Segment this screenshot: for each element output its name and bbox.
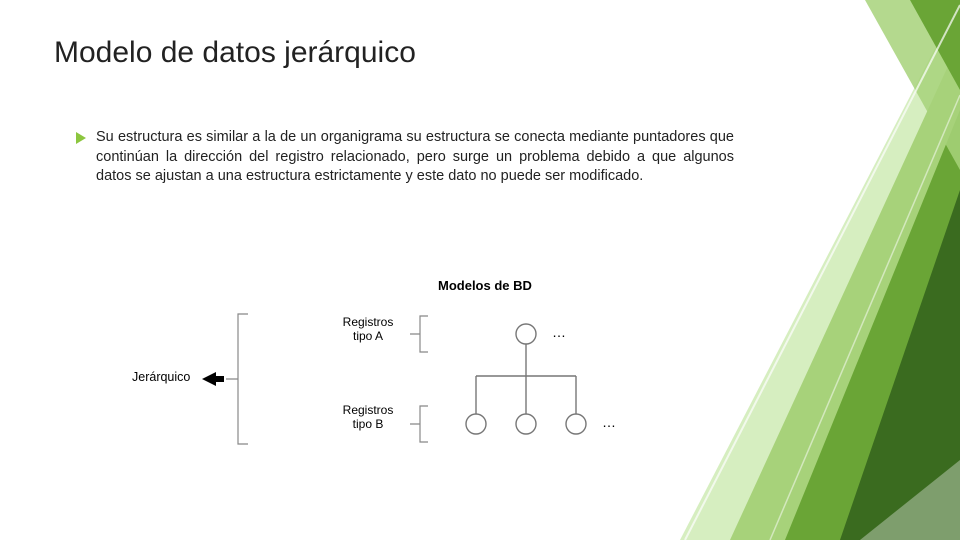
slide-title: Modelo de datos jerárquico [54, 36, 416, 70]
bullet-icon [74, 132, 86, 144]
diagram-container: Modelos de BD Jerárquico Registros tipo … [128, 276, 688, 466]
tree-node-child [516, 414, 536, 434]
bullet-text: Su estructura es similar a la de un orga… [96, 128, 734, 187]
tree-node-child [566, 414, 586, 434]
tree-diagram [128, 276, 688, 466]
slide: Modelo de datos jerárquico Su estructura… [0, 0, 960, 540]
bullet-item: Su estructura es similar a la de un orga… [74, 128, 734, 187]
tree-node-child [466, 414, 486, 434]
tree-node-root [516, 324, 536, 344]
